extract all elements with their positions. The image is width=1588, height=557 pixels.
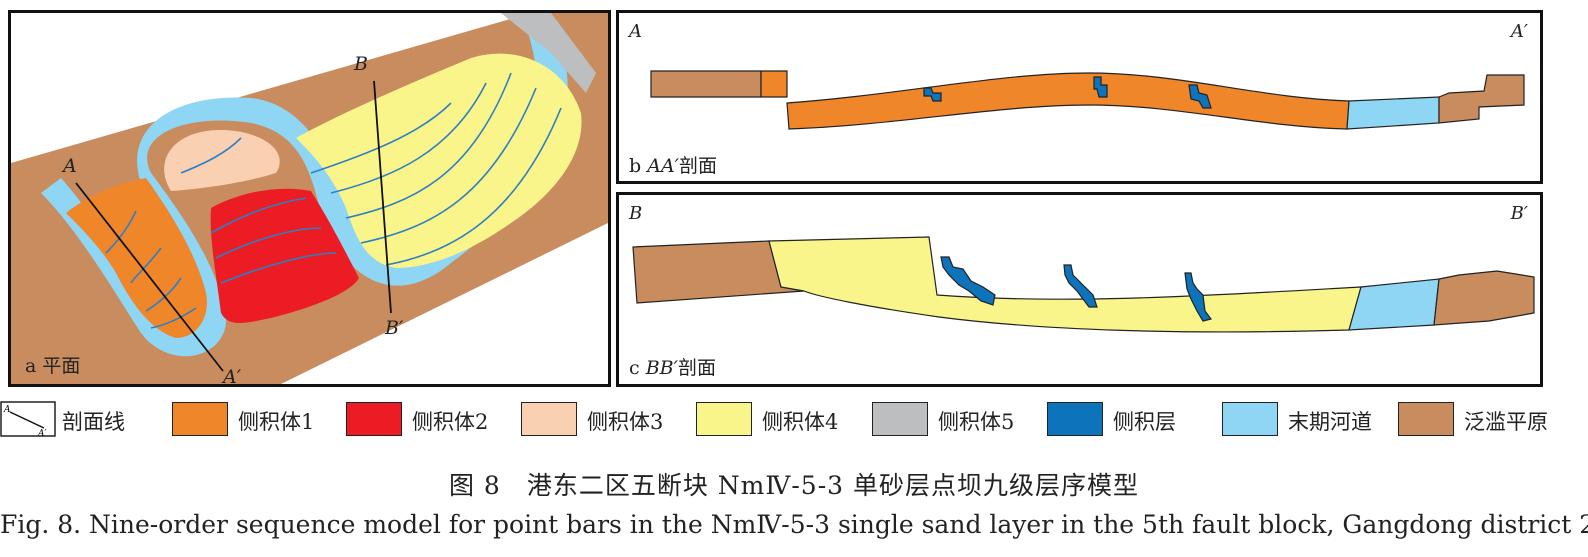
legend-swatch: [172, 402, 228, 436]
aa-orange-left-block: [760, 70, 788, 98]
panel-title: 剖面: [677, 357, 716, 379]
point-bar-5-area: [501, 13, 596, 93]
legend-label: 侧积体3: [587, 410, 664, 434]
legend-label-section-line: 剖面线: [62, 410, 125, 434]
legend-label: 侧积体2: [412, 410, 489, 434]
legend-label: 侧积体4: [762, 410, 839, 434]
point-bar-3-area: [164, 130, 280, 191]
panel-letter: a: [25, 355, 37, 377]
panel-section-name: AA′: [647, 155, 679, 177]
bb-floodplain-right: [1433, 270, 1535, 326]
legend-swatch: [872, 402, 928, 436]
legend-swatch: [1222, 402, 1278, 436]
legend-label: 末期河道: [1288, 410, 1372, 434]
legend-label: 侧积体5: [938, 410, 1015, 434]
aa-lateral-layer-3: [1188, 84, 1212, 109]
panel-letter: c: [629, 357, 640, 379]
section-aa-diagram: [650, 70, 1525, 130]
aa-lateral-layer-2: [1093, 76, 1108, 98]
bb-panel-label: c BB′剖面: [629, 353, 716, 380]
aa-point-bar-1: [786, 72, 1350, 130]
bb-left-end-label: B: [629, 203, 643, 224]
point-bar-4-area: [296, 53, 582, 269]
aa-floodplain-right: [1438, 74, 1525, 124]
point-bar-2-area: [210, 188, 359, 323]
panel-title: 平面: [42, 355, 81, 377]
section-line-icon-end: A′: [37, 429, 47, 439]
bb-final-channel: [1348, 278, 1440, 331]
section-line-bb: [373, 80, 392, 314]
legend-swatch: [1047, 402, 1103, 436]
legend-label: 侧积体1: [238, 410, 315, 434]
figure-caption-english: Fig. 8. Nine-order sequence model for po…: [0, 510, 1588, 539]
bb-lateral-layer-3: [1184, 272, 1213, 322]
plan-view-map: [11, 13, 608, 384]
figure-caption-chinese: 图 8 港东二区五断块 NmⅣ-5-3 单砂层点坝九级层序模型: [448, 471, 1139, 500]
bb-right-end-label: B′: [1510, 203, 1528, 224]
aa-final-channel: [1346, 96, 1440, 130]
section-line-icon: A A′: [0, 401, 56, 439]
section-line-icon-start: A: [3, 405, 11, 415]
section-b-start-label: B: [354, 53, 368, 75]
aa-panel-label: b AA′剖面: [629, 151, 717, 178]
final-channel-area: [41, 13, 568, 357]
legend: A A′ 剖面线 侧积体1 侧积体2 侧积体3 侧积体4 侧积体5 侧积层 末期…: [0, 398, 1588, 442]
bb-point-bar-4: [768, 236, 1362, 333]
panel-letter: b: [629, 155, 642, 177]
section-bb-diagram: [632, 236, 1535, 333]
section-b-end-label: B′: [385, 317, 404, 339]
legend-label: 侧积层: [1113, 410, 1176, 434]
aa-left-end-label: A: [629, 21, 642, 42]
panel-title: 剖面: [678, 155, 717, 177]
legend-swatch: [696, 402, 752, 436]
legend-swatch: [1398, 402, 1454, 436]
section-aa-panel: A A′ b AA′剖面: [616, 10, 1543, 184]
aa-floodplain-left: [650, 70, 762, 98]
legend-label: 泛滥平原: [1464, 410, 1548, 434]
section-line-aa: [75, 182, 224, 372]
panel-section-name: BB′: [645, 357, 678, 379]
bb-lateral-layer-2: [1063, 264, 1098, 308]
point-bar-1-area: [66, 178, 207, 338]
legend-swatch: [521, 402, 577, 436]
section-a-start-label: A: [63, 155, 77, 177]
aa-right-end-label: A′: [1510, 21, 1528, 42]
bb-lateral-layer-1: [940, 256, 996, 306]
legend-swatch: [346, 402, 402, 436]
aa-lateral-layer-1: [923, 87, 942, 102]
plan-view-panel: A A′ B B′ a 平面: [8, 10, 611, 387]
section-bb-panel: B B′ c BB′剖面: [616, 192, 1543, 387]
section-a-end-label: A′: [223, 366, 242, 387]
plan-panel-label: a 平面: [25, 351, 80, 378]
